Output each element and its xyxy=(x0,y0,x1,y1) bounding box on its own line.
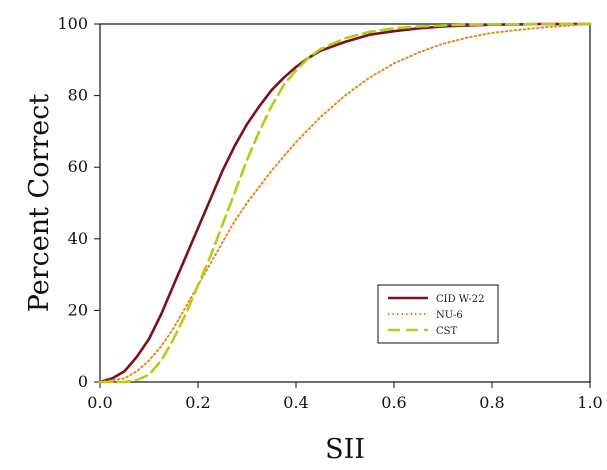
series-line-1 xyxy=(99,23,591,383)
legend-label: CST xyxy=(436,326,458,337)
x-tick-label: 0.0 xyxy=(87,393,112,412)
y-tick-label: 100 xyxy=(57,14,88,33)
axis-ticks: 0.0 0.2 0.4 0.6 0.8 1.0 0 20 40 60 80 100 xyxy=(57,14,602,412)
legend-label: CID W-22 xyxy=(436,294,484,305)
x-axis-title: SII xyxy=(325,434,365,465)
x-tick-label: 0.8 xyxy=(479,393,504,412)
y-tick-label: 0 xyxy=(78,372,88,391)
y-tick-label: 80 xyxy=(68,86,88,105)
y-tick-label: 20 xyxy=(68,300,88,319)
plot-frame xyxy=(99,23,591,383)
series-line-2 xyxy=(98,22,592,384)
plot-border xyxy=(99,23,591,383)
x-tick-label: 0.4 xyxy=(283,393,308,412)
y-tick-label: 60 xyxy=(68,157,88,176)
x-tick-label: 1.0 xyxy=(577,393,602,412)
series-lines xyxy=(98,22,592,384)
y-axis-title: Percent Correct xyxy=(24,94,55,313)
y-tick-label: 40 xyxy=(68,229,88,248)
x-tick-label: 0.2 xyxy=(185,393,210,412)
x-tick-label: 0.6 xyxy=(381,393,406,412)
legend-label: NU-6 xyxy=(436,310,463,321)
legend: CID W-22 NU-6 CST xyxy=(377,284,499,344)
